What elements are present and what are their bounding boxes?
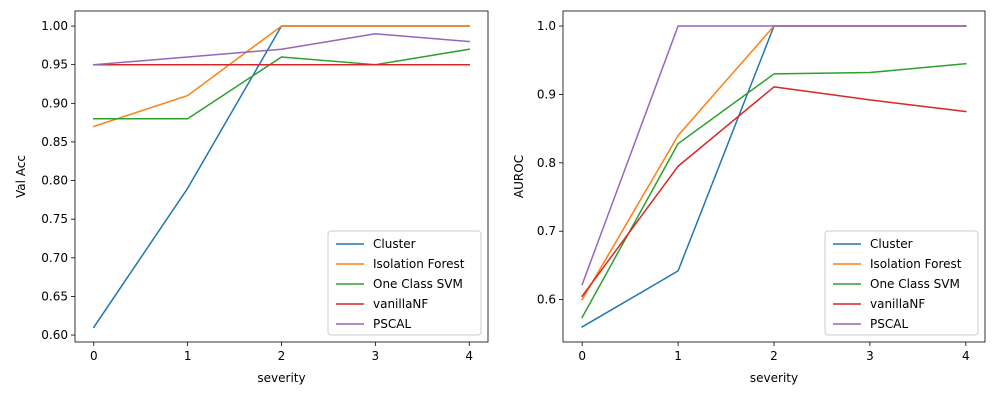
legend-label: Cluster [870,237,913,251]
x-tick-label: 3 [866,349,874,363]
legend-label: PSCAL [373,317,411,331]
y-tick-label: 0.60 [41,328,68,342]
y-tick-label: 0.9 [537,87,556,101]
legend-label: vanillaNF [870,297,925,311]
chart-1: 0 1 2 3 4 0.60 0.65 0.70 0.75 0.80 0.85 0.90 0.95 1.0… [14,10,489,385]
y-tick-label: 1.0 [537,19,556,33]
y-tick-label: 0.80 [41,174,68,188]
y-tick-label: 0.75 [41,212,68,226]
x-tick-label: 4 [465,349,473,363]
y-tick-label: 0.6 [537,293,556,307]
y-tick-label: 0.70 [41,251,68,265]
legend-label: Isolation Forest [373,257,465,271]
x-tick-label: 3 [372,349,380,363]
y-tick-label: 1.00 [41,19,68,33]
series-line-vanillanf [581,86,967,298]
series-line-pscal [581,25,967,286]
y-tick-label: 0.85 [41,135,68,149]
y-tick-label: 0.65 [41,289,68,303]
chart-2: 0 1 2 3 4 0.6 0.7 0.8 0.9 1.0 severity AUROC Cluster… [512,10,986,385]
y-tick-label: 0.95 [41,58,68,72]
x-axis-label: severity [257,371,305,385]
series-line-one-class-svm [581,62,967,319]
y-tick-label: 0.7 [537,224,556,238]
x-tick-label: 2 [770,349,778,363]
legend: Cluster Isolation Forest One Class SVM vani… [824,230,979,336]
legend-box [824,230,979,336]
x-tick-label: 2 [278,349,286,363]
x-tick-label: 1 [674,349,682,363]
legend-label: Isolation Forest [870,257,962,271]
y-axis-label: AUROC [512,155,526,198]
legend-label: One Class SVM [373,277,463,291]
x-tick-label: 0 [578,349,586,363]
series-line-pscal [92,33,471,66]
y-axis-label: Val Acc [14,155,28,198]
legend-label: Cluster [373,237,416,251]
legend: Cluster Isolation Forest One Class SVM vani… [327,230,482,336]
x-tick-label: 0 [90,349,98,363]
y-tick-label: 0.8 [537,156,556,170]
legend-box [327,230,482,336]
y-tick-label: 0.90 [41,96,68,110]
series-line-one-class-svm [93,48,471,120]
legend-label: One Class SVM [870,277,960,291]
series-line-isolation-forest [92,25,470,128]
x-tick-label: 1 [184,349,192,363]
legend-label: PSCAL [870,317,908,331]
legend-label: vanillaNF [373,297,428,311]
x-tick-label: 4 [962,349,970,363]
x-axis-label: severity [750,371,798,385]
